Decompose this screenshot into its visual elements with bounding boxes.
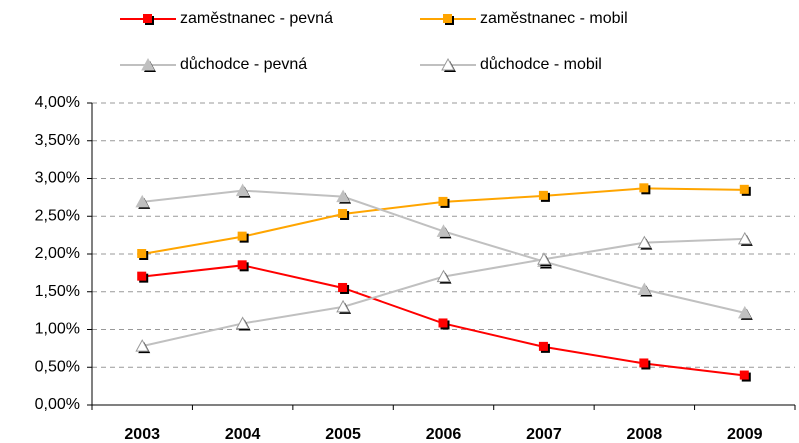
- marker: [639, 183, 649, 193]
- y-tick-label: 3,00%: [35, 170, 80, 187]
- series-line: [142, 189, 746, 314]
- x-tick-label: 2009: [727, 426, 763, 443]
- marker: [538, 190, 548, 200]
- marker: [141, 57, 155, 71]
- marker: [338, 282, 348, 292]
- marker: [441, 57, 455, 71]
- legend-label: důchodce - pevná: [180, 55, 307, 73]
- x-tick-label: 2003: [124, 426, 160, 443]
- y-tick-label: 1,00%: [35, 321, 80, 338]
- legend-label: zaměstnanec - mobil: [480, 10, 628, 27]
- marker: [537, 252, 551, 265]
- marker: [436, 269, 451, 283]
- marker: [739, 370, 749, 380]
- y-tick-label: 0,50%: [35, 358, 80, 375]
- marker: [135, 339, 150, 352]
- marker: [137, 249, 147, 258]
- marker: [438, 318, 448, 328]
- y-tick-label: 0,00%: [35, 396, 80, 413]
- marker: [737, 231, 752, 245]
- marker: [739, 184, 749, 194]
- marker: [436, 224, 451, 237]
- marker: [637, 235, 652, 249]
- legend-label: zaměstnanec - pevná: [180, 10, 333, 27]
- x-tick-label: 2008: [627, 426, 663, 443]
- marker: [338, 208, 348, 218]
- marker: [538, 341, 548, 351]
- marker: [336, 299, 350, 313]
- y-tick-label: 3,50%: [35, 132, 80, 149]
- x-tick-label: 2004: [225, 426, 261, 443]
- legend-label: důchodce - mobil: [480, 55, 602, 73]
- y-tick-label: 2,50%: [35, 207, 80, 224]
- marker: [235, 183, 250, 197]
- x-tick-label: 2006: [426, 426, 462, 443]
- marker: [737, 305, 752, 319]
- marker: [237, 260, 247, 270]
- marker: [237, 231, 247, 241]
- marker: [639, 358, 649, 368]
- marker: [137, 271, 147, 281]
- marker: [443, 14, 452, 23]
- y-tick-label: 2,00%: [35, 245, 80, 262]
- x-tick-label: 2007: [526, 426, 562, 443]
- marker: [235, 316, 250, 329]
- marker: [143, 14, 152, 23]
- marker: [336, 189, 350, 203]
- y-tick-label: 4,00%: [35, 94, 80, 111]
- marker: [135, 194, 150, 208]
- y-tick-label: 1,50%: [35, 283, 80, 300]
- marker: [637, 282, 652, 295]
- marker: [438, 196, 448, 206]
- x-tick-label: 2005: [325, 426, 361, 443]
